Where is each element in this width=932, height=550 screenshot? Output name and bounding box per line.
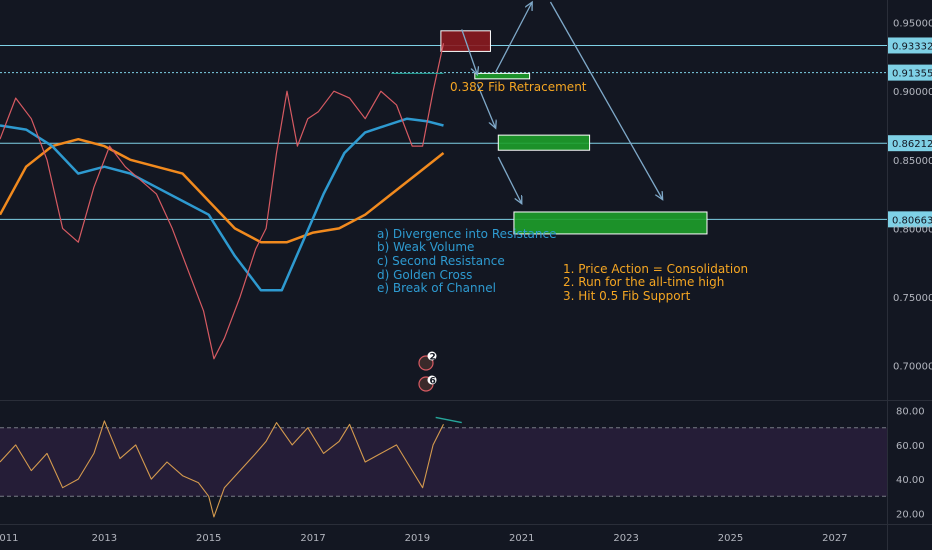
rsi-tick-3: 20.00 [896,509,925,520]
plan-3: 3. Hit 0.5 Fib Support [563,289,691,303]
price-tick-4: 0.75000 [893,293,932,304]
forecast-arrow-3 [495,2,533,73]
rsi-tick-0: 80.00 [896,407,925,418]
rsi-tick-2: 40.00 [896,475,925,486]
price-tick-2: 0.85000 [893,156,932,167]
badge-events[interactable]: 6 [418,375,437,392]
level-label-2: 0.86212 [892,139,932,150]
reason-2: b) Weak Volume [377,240,474,254]
reason-4: d) Golden Cross [377,268,472,282]
forecast-arrow-0 [461,29,478,74]
zone-fib-05[interactable] [513,211,708,235]
plan-2: 2. Run for the all-time high [563,275,724,289]
level-label-3: 0.80663 [892,215,932,226]
plan-1: 1. Price Action = Consolidation [563,262,748,276]
price-tick-5: 0.70000 [893,362,932,373]
time-tick-6: 2023 [613,533,638,544]
time-tick-3: 2017 [300,533,325,544]
forecast-arrow-4 [549,1,662,200]
price-tick-1: 0.90000 [893,87,932,98]
fib-label: 0.382 Fib Retracement [450,80,587,94]
rsi-line [0,420,444,518]
badge-ideas[interactable]: 2 [418,351,437,371]
price-tick-3: 0.80000 [893,224,932,235]
reason-1: a) Divergence into Resistance [377,227,557,241]
time-tick-0: 2011 [0,533,18,544]
level-label-1: 0.91355 [892,69,932,80]
badge-events-count: 6 [430,377,436,387]
zone-second-support[interactable] [497,134,591,151]
time-tick-2: 2015 [196,533,221,544]
level-tag-1 [888,64,932,81]
rsi-trend-line [435,416,462,424]
rsi-tick-1: 60.00 [896,441,925,452]
level-tag-3 [888,211,932,228]
zone-fib-382[interactable] [474,72,531,80]
time-tick-7: 2025 [718,533,743,544]
reason-3: c) Second Resistance [377,254,505,268]
level-tag-2 [888,135,932,152]
rsi-band [0,427,887,497]
level-label-0: 0.93332 [892,41,932,52]
level-tag-0 [888,37,932,54]
time-tick-1: 2013 [92,533,117,544]
price-line [0,43,445,360]
price-tick-0: 0.95000 [893,19,932,30]
forecast-arrow-1 [476,84,495,128]
time-tick-4: 2019 [405,533,430,544]
ma-slow-line [0,137,445,244]
reason-5: e) Break of Channel [377,281,496,295]
time-tick-5: 2021 [509,533,534,544]
time-tick-8: 2027 [822,533,847,544]
badge-ideas-count: 2 [430,353,436,363]
forecast-arrow-2 [497,156,521,204]
